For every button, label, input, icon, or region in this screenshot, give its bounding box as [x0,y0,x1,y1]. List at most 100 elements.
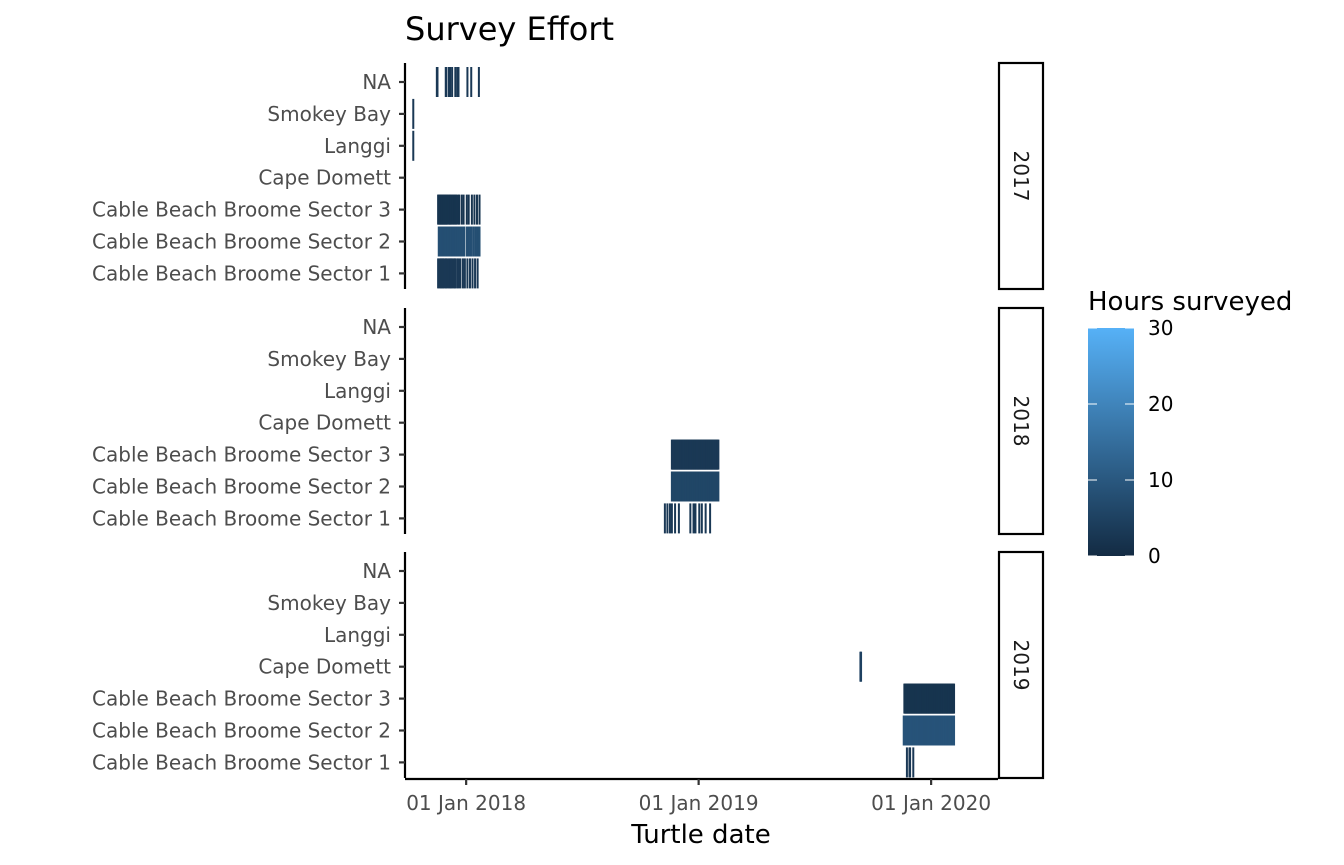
facet-strip [997,306,1045,536]
facet-panels: Cable Beach Broome Sector 1 Cable Beach B… [92,61,1045,780]
facet-strip-label: 2017 [1009,151,1033,202]
heatmap-tile [458,226,461,257]
y-tick-label: Langgi [324,379,391,403]
heatmap-tile [474,226,477,257]
heatmap-tile [473,194,476,225]
facet-panel-2018: Cable Beach Broome Sector 1 Cable Beach B… [92,306,1045,536]
heatmap-tile [466,258,469,289]
heatmap-tile [449,194,452,225]
heatmap-tile [668,503,671,534]
heatmap-tile [437,258,440,289]
heatmap-tile [470,194,473,225]
heatmap-tile [455,194,458,225]
heatmap-tile [442,258,445,289]
heatmap-tile [458,194,461,225]
heatmap-tile [475,194,478,225]
heatmap-tile [953,683,956,714]
heatmap-tile [440,258,443,289]
heatmap-tile [700,503,703,534]
heatmap-tile [456,258,459,289]
heatmap-tile [909,747,912,778]
heatmap-tile [689,503,692,534]
legend-tick-label: 20 [1148,392,1173,416]
x-axis-label: Turtle date [630,820,770,850]
heatmap-tile [461,258,464,289]
heatmap-tile [445,67,448,97]
y-tick-label: NA [362,559,391,583]
heatmap-tile [465,194,468,225]
heatmap-tile [463,226,466,257]
x-axis: 01 Jan 2018 01 Jan 2019 01 Jan 2020 [405,777,998,815]
heatmap-tile [704,503,707,534]
heatmap-tile [438,258,441,289]
heatmap-tile [478,194,481,225]
legend-tick-label: 0 [1148,544,1161,568]
heatmap-tile [471,258,474,289]
heatmap-tile [461,226,464,257]
y-tick-label: Cape Domett [258,411,391,435]
heatmap-tile [478,226,481,257]
y-tick-label: Cape Domett [258,166,391,190]
heatmap-tile [912,747,915,778]
heatmap-tile [474,258,477,289]
heatmap-tile [709,503,712,534]
heatmap-tile [449,258,452,289]
heatmap-tile [902,715,905,746]
y-tick-label: Cable Beach Broome Sector 3 [92,687,391,711]
heatmap-tile [459,258,462,289]
heatmap-tile [454,226,457,257]
heatmap-tile [694,503,697,534]
y-tick-label: Smokey Bay [267,591,391,615]
heatmap-tile [460,226,463,257]
heatmap-tile [463,258,466,289]
heatmap-tile [454,67,457,97]
heatmap-tile [412,130,415,161]
y-tick-label: Smokey Bay [267,102,391,126]
heatmap-tile [447,226,450,257]
y-tick-label: Langgi [324,134,391,158]
heatmap-tile [692,503,695,534]
heatmap-tile [467,194,470,225]
heatmap-tile [476,258,479,289]
heatmap-tile [449,226,452,257]
heatmap-tile [443,258,446,289]
heatmap-tile [905,747,908,778]
y-tick-label: Cable Beach Broome Sector 2 [92,475,391,499]
heatmap-tile [674,503,677,534]
facet-strip [997,61,1045,291]
heatmap-tile [470,226,473,257]
heatmap-tile [698,503,701,534]
chart-title: Survey Effort [405,10,614,48]
heatmap-tile [677,503,680,534]
legend-title: Hours surveyed [1088,287,1292,317]
y-tick-label: Smokey Bay [267,347,391,371]
y-tick-label: Cable Beach Broome Sector 2 [92,230,391,254]
heatmap-tile [467,226,470,257]
heatmap-tile [452,258,455,289]
heatmap-tile [447,258,450,289]
heatmap-tile [454,258,457,289]
y-tick-label: Cable Beach Broome Sector 3 [92,443,391,467]
legend: Hours surveyed 0 10 20 30 [1088,287,1292,568]
heatmap-tile [860,651,863,682]
heatmap-tile [457,258,460,289]
heatmap-tile [412,98,415,129]
legend-colorbar [1088,328,1134,556]
heatmap-tile [663,503,666,534]
legend-tick-label: 30 [1148,316,1173,340]
legend-ticks: 0 10 20 30 [1088,316,1173,568]
facet-panel-2019: Cable Beach Broome Sector 1 Cable Beach B… [92,550,1045,780]
heatmap-tile [456,67,459,97]
heatmap-tile [470,67,473,97]
y-tick-label: NA [362,70,391,94]
heatmap-tile [453,194,456,225]
heatmap-tile [670,503,673,534]
facet-panel-2017: Cable Beach Broome Sector 1 Cable Beach B… [92,61,1045,291]
heatmap-tile [440,226,443,257]
heatmap-tile [457,67,460,97]
heatmap-tile [456,226,459,257]
heatmap-tile [460,194,463,225]
heatmap-tile [472,226,475,257]
x-tick-label: 01 Jan 2019 [639,791,759,815]
